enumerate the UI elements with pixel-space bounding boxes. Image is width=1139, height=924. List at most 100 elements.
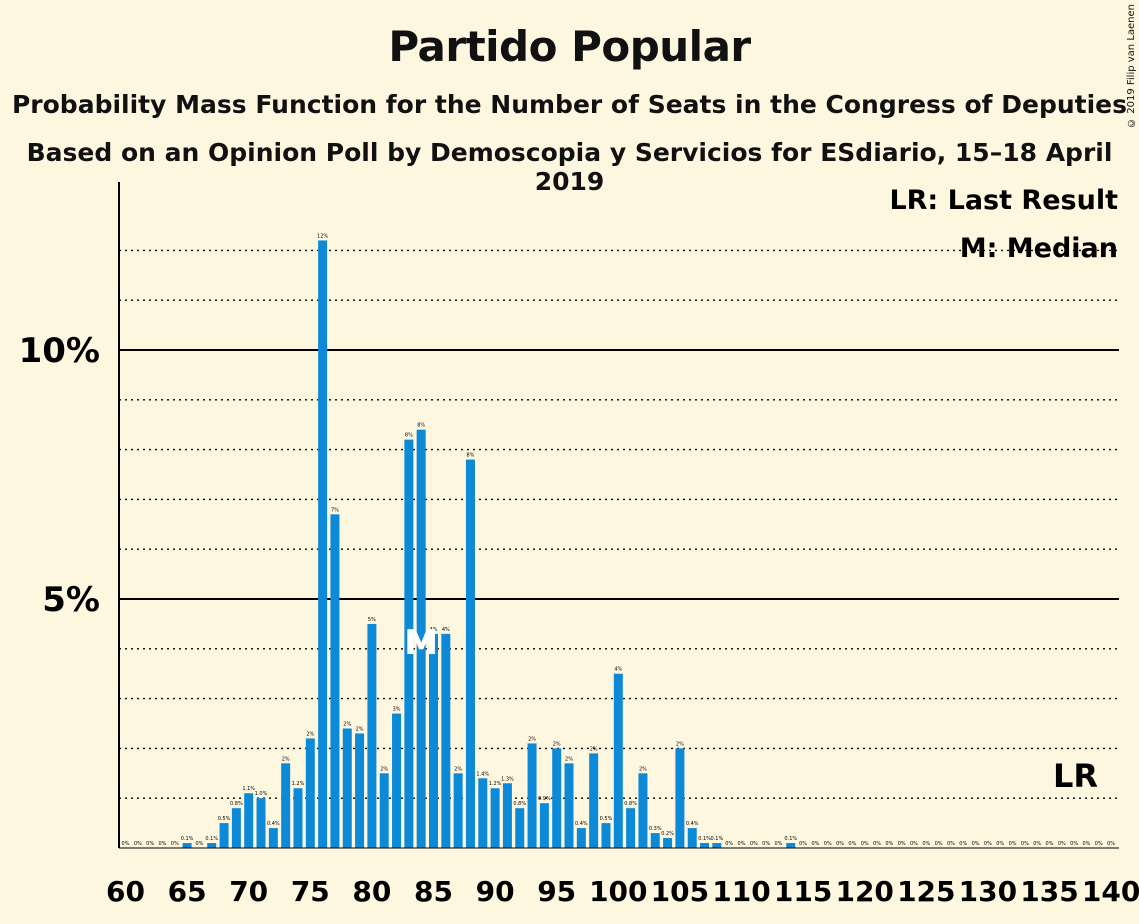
bar-label-seat-131: 0% — [996, 841, 1004, 847]
bar-label-seat-100: 4% — [614, 667, 622, 673]
bar-label-seat-125: 0% — [922, 841, 930, 847]
bar-label-seat-95: 2% — [553, 741, 561, 747]
bar-label-seat-83: 8% — [405, 433, 413, 439]
bar-label-seat-110: 0% — [738, 841, 746, 847]
x-tick-label: 115 — [774, 875, 832, 908]
bar-label-seat-69: 0.8% — [230, 801, 243, 807]
bar-label-seat-138: 0% — [1082, 841, 1090, 847]
x-tick-label: 135 — [1020, 875, 1078, 908]
bar-label-seat-128: 0% — [959, 841, 967, 847]
bar-label-seat-89: 1.4% — [476, 771, 489, 777]
bar-seat-77 — [330, 514, 340, 848]
last-result-marker-label: LR — [1053, 757, 1098, 795]
bar-label-seat-137: 0% — [1070, 841, 1078, 847]
bar-series — [182, 240, 796, 848]
bar-label-seat-97: 0.4% — [575, 821, 588, 827]
bar-label-seat-106: 0.4% — [686, 821, 699, 827]
bar-label-seat-127: 0% — [947, 841, 955, 847]
bar-label-seat-132: 0% — [1009, 841, 1017, 847]
bar-seat-93 — [527, 743, 537, 848]
legend-last-result: LR: Last Result — [889, 185, 1118, 216]
bar-seat-100 — [613, 673, 623, 848]
bar-seat-80 — [367, 623, 377, 848]
bar-seat-99 — [601, 823, 611, 848]
x-tick-label: 95 — [537, 875, 576, 908]
bar-label-seat-121: 0% — [873, 841, 881, 847]
bar-label-seat-71: 1.0% — [255, 791, 268, 797]
chart-subtitle: Probability Mass Function for the Number… — [11, 90, 1128, 119]
x-tick-label: 70 — [229, 875, 268, 908]
x-tick-label: 60 — [106, 875, 145, 908]
bar-seat-74 — [293, 788, 303, 848]
bar-label-seat-64: 0% — [171, 841, 179, 847]
chart-subtitle-source: Based on an Opinion Poll by Demoscopia y… — [26, 138, 1113, 196]
bar-label-seat-70: 1.1% — [242, 786, 255, 792]
bar-label-seat-120: 0% — [861, 841, 869, 847]
bar-label-seat-107: 0.1% — [698, 836, 711, 842]
x-tick-label: 80 — [352, 875, 391, 908]
bar-seat-86 — [441, 633, 451, 848]
bar-label-seat-114: 0.1% — [784, 836, 797, 842]
bar-label-seat-118: 0% — [836, 841, 844, 847]
bar-label-seat-91: 1.3% — [501, 776, 514, 782]
y-axis-ticks: 5% 10% — [19, 331, 100, 620]
bar-label-seat-66: 0% — [195, 841, 203, 847]
bar-seat-98 — [589, 753, 599, 848]
bar-label-seat-93: 2% — [528, 736, 536, 742]
bar-label-seat-73: 2% — [282, 756, 290, 762]
bar-label-seat-134: 0% — [1033, 841, 1041, 847]
bar-label-seat-87: 2% — [454, 766, 462, 772]
y-tick-label: 5% — [42, 580, 100, 620]
bar-label-seat-126: 0% — [935, 841, 943, 847]
bar-label-seat-90: 1.2% — [489, 781, 502, 787]
bar-label-seat-113: 0% — [774, 841, 782, 847]
bar-label-seat-133: 0% — [1021, 841, 1029, 847]
bar-label-seat-116: 0% — [811, 841, 819, 847]
bar-label-seat-74: 1.2% — [292, 781, 305, 787]
bar-label-seat-82: 3% — [393, 707, 401, 713]
x-axis-ticks: 60 65 70 75 80 85 90 95 100 105 110 115 120 125 130 135… — [106, 875, 1139, 908]
bar-label-seat-60: 0% — [122, 841, 130, 847]
chart-title: Partido Popular — [388, 22, 751, 71]
bar-seat-75 — [305, 738, 315, 848]
bar-seat-82 — [392, 713, 402, 848]
bar-seat-87 — [453, 773, 463, 848]
bar-seat-65 — [182, 843, 192, 848]
bar-label-seat-98: 2% — [590, 746, 598, 752]
bar-label-seat-108: 0.1% — [711, 836, 724, 842]
bar-seat-84 — [416, 429, 426, 848]
bar-seat-103 — [650, 833, 660, 848]
bar-label-seat-122: 0% — [885, 841, 893, 847]
x-tick-label: 100 — [589, 875, 647, 908]
bar-seat-71 — [256, 798, 266, 848]
bar-label-seat-72: 0.4% — [267, 821, 280, 827]
bar-label-seat-123: 0% — [898, 841, 906, 847]
bar-label-seat-65: 0.1% — [181, 836, 194, 842]
bar-label-seat-109: 0% — [725, 841, 733, 847]
bar-seat-85 — [429, 633, 438, 848]
x-tick-label: 110 — [712, 875, 770, 908]
bar-label-seat-104: 0.2% — [661, 831, 674, 837]
bar-label-seat-96: 2% — [565, 756, 573, 762]
bar-seat-108 — [712, 843, 722, 848]
bar-seat-114 — [786, 843, 796, 848]
bar-seat-94 — [539, 803, 549, 848]
bar-label-seat-139: 0% — [1095, 841, 1103, 847]
bar-seat-88 — [465, 459, 475, 848]
bar-label-seat-79: 2% — [356, 726, 364, 732]
bar-label-seat-80: 5% — [368, 617, 376, 623]
bar-label-seat-84: 8% — [417, 423, 425, 429]
bar-seat-96 — [564, 763, 574, 848]
bar-label-seat-135: 0% — [1046, 841, 1054, 847]
bar-label-seat-103: 0.3% — [649, 826, 662, 832]
bar-label-seat-75: 2% — [306, 731, 314, 737]
x-tick-label: 90 — [476, 875, 515, 908]
bar-seat-73 — [281, 763, 291, 848]
x-tick-label: 130 — [959, 875, 1017, 908]
bar-data-labels: 0% 0% 0% 0% 0%0.1%0%0.1%0.5%0.8%1.1%1.0%0.4%… — [122, 233, 1116, 847]
bar-label-seat-94: 0.9% — [538, 796, 551, 802]
bar-label-seat-117: 0% — [824, 841, 832, 847]
bar-label-seat-130: 0% — [984, 841, 992, 847]
bar-label-seat-102: 2% — [639, 766, 647, 772]
x-tick-label: 120 — [835, 875, 893, 908]
